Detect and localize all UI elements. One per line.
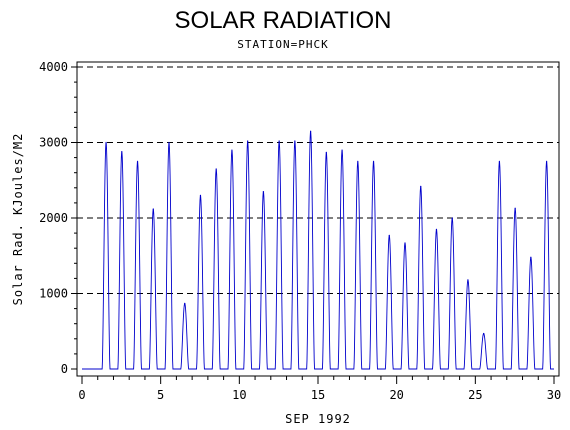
daily-peak-point	[310, 130, 312, 132]
daily-peak-point	[247, 140, 249, 142]
daily-peak-point	[294, 140, 296, 142]
y-tick-label: 1000	[39, 287, 68, 301]
daily-peak-point	[341, 149, 343, 151]
daily-peak-point	[498, 160, 501, 162]
daily-peak-point	[105, 141, 107, 144]
daily-peak-point	[546, 160, 548, 162]
daily-peak-point	[325, 151, 327, 153]
daily-peak-point	[199, 194, 202, 196]
daily-peak-point	[168, 141, 170, 144]
x-tick-label: 0	[78, 388, 85, 402]
daily-peak-point	[404, 242, 406, 244]
y-tick-label: 0	[61, 362, 68, 376]
daily-peak-point	[530, 256, 532, 258]
daily-peak-point	[388, 234, 390, 236]
daily-peak-point	[483, 332, 485, 335]
plot-frame	[76, 61, 560, 377]
daily-peak-point	[184, 302, 186, 304]
y-axis-label: Solar Rad. KJoules/M2	[11, 133, 25, 306]
daily-peak-point	[467, 279, 469, 281]
daily-peak-point	[451, 217, 453, 219]
x-tick-label: 5	[157, 388, 164, 402]
daily-peak-point	[514, 207, 516, 209]
daily-peak-point	[372, 160, 375, 162]
y-tick-label: 4000	[39, 60, 68, 74]
x-tick-label: 15	[311, 388, 325, 402]
y-tick-label: 2000	[39, 211, 68, 225]
daily-peak-point	[420, 185, 422, 187]
axes: 0 1000 2000 3000 4000 0 5 10 15 20 25 30	[39, 60, 561, 402]
daily-peak-point	[136, 160, 139, 162]
y-tick-label: 3000	[39, 136, 68, 150]
series-layer	[82, 130, 554, 370]
x-tick-label: 30	[547, 388, 561, 402]
x-tick-label: 10	[232, 388, 246, 402]
daily-peak-point	[121, 150, 123, 153]
daily-peak-point	[152, 208, 154, 210]
solar-radiation-series	[82, 131, 554, 370]
x-tick-label: 25	[468, 388, 482, 402]
daily-peak-point	[262, 190, 265, 193]
x-axis-label: SEP 1992	[285, 412, 351, 426]
daily-peak-point	[278, 140, 280, 142]
chart-title: SOLAR RADIATION	[175, 7, 392, 34]
daily-peak-point	[357, 160, 359, 162]
x-tick-label: 20	[389, 388, 403, 402]
chart-subtitle: STATION=PHCK	[237, 38, 328, 51]
daily-peak-point	[231, 149, 233, 151]
daily-peak-point	[215, 168, 217, 170]
gridlines	[77, 66, 559, 294]
daily-peak-point	[435, 228, 438, 230]
